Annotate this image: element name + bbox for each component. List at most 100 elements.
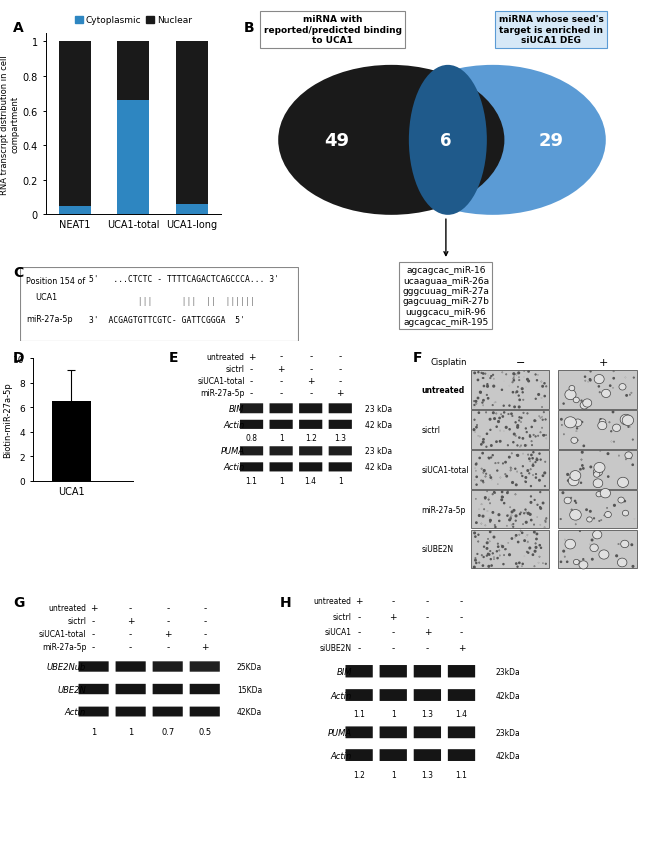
Text: -: -: [92, 642, 96, 652]
Text: 0.8: 0.8: [246, 433, 257, 442]
Circle shape: [479, 457, 480, 459]
Ellipse shape: [622, 415, 634, 426]
Text: 42kDa: 42kDa: [495, 750, 521, 760]
Circle shape: [508, 457, 510, 458]
Circle shape: [525, 510, 526, 511]
Text: 1.4: 1.4: [456, 709, 467, 718]
Circle shape: [483, 439, 484, 441]
Circle shape: [505, 427, 507, 429]
Text: -: -: [339, 352, 342, 361]
Circle shape: [530, 496, 532, 497]
Circle shape: [519, 514, 521, 515]
Circle shape: [478, 372, 479, 373]
Text: sictrl: sictrl: [421, 425, 441, 434]
Bar: [471, 530, 549, 569]
Circle shape: [488, 554, 489, 555]
Text: -: -: [166, 642, 169, 652]
Circle shape: [525, 522, 527, 523]
Circle shape: [474, 373, 475, 374]
FancyBboxPatch shape: [414, 690, 441, 701]
Circle shape: [563, 403, 564, 404]
Text: miR-27a-5p: miR-27a-5p: [421, 505, 466, 514]
FancyBboxPatch shape: [79, 706, 109, 717]
Text: PUMA: PUMA: [220, 446, 245, 456]
Text: |||      |||  ||  ||||||: ||| ||| || ||||||: [90, 297, 255, 306]
Circle shape: [475, 401, 476, 403]
Circle shape: [600, 419, 601, 420]
Bar: [176, 205, 208, 215]
Circle shape: [560, 561, 562, 563]
Circle shape: [491, 565, 492, 566]
Text: -: -: [166, 603, 169, 613]
Circle shape: [482, 565, 484, 566]
Text: -: -: [309, 365, 313, 373]
Circle shape: [583, 559, 584, 560]
FancyBboxPatch shape: [299, 463, 322, 472]
Bar: [471, 450, 549, 489]
Circle shape: [474, 537, 476, 538]
Circle shape: [519, 417, 520, 419]
Text: sictrl: sictrl: [333, 612, 352, 621]
Circle shape: [613, 378, 614, 380]
Circle shape: [612, 412, 614, 414]
Circle shape: [522, 476, 523, 477]
Ellipse shape: [618, 559, 627, 567]
Circle shape: [507, 492, 508, 494]
Circle shape: [486, 543, 488, 544]
Text: 1.1: 1.1: [353, 709, 365, 718]
Circle shape: [537, 505, 538, 506]
Circle shape: [486, 434, 488, 435]
Ellipse shape: [579, 561, 588, 570]
Text: -: -: [203, 616, 207, 625]
Circle shape: [561, 419, 562, 420]
FancyBboxPatch shape: [299, 403, 322, 414]
Text: G: G: [13, 595, 25, 609]
Circle shape: [476, 484, 477, 485]
Circle shape: [535, 547, 537, 549]
Text: 1: 1: [391, 709, 396, 718]
Text: 1.3: 1.3: [421, 771, 434, 779]
Circle shape: [513, 373, 515, 375]
Text: sictrl: sictrl: [226, 365, 245, 373]
Circle shape: [514, 434, 515, 436]
Circle shape: [590, 467, 592, 468]
Ellipse shape: [573, 560, 579, 565]
Text: 1: 1: [128, 727, 133, 736]
Ellipse shape: [623, 511, 629, 517]
Ellipse shape: [596, 492, 602, 497]
Circle shape: [567, 561, 568, 563]
Text: siUBE2N: siUBE2N: [421, 545, 454, 554]
Circle shape: [509, 406, 510, 407]
Circle shape: [583, 446, 584, 447]
Text: +: +: [278, 365, 285, 373]
Ellipse shape: [590, 544, 598, 552]
FancyBboxPatch shape: [346, 749, 373, 761]
Circle shape: [515, 563, 517, 565]
Circle shape: [540, 492, 541, 493]
Text: -: -: [203, 603, 207, 613]
Circle shape: [487, 386, 488, 387]
Ellipse shape: [380, 66, 606, 215]
Circle shape: [501, 496, 503, 498]
Circle shape: [539, 480, 540, 481]
Text: 23kDa: 23kDa: [495, 667, 521, 676]
Text: Actin: Actin: [331, 750, 352, 760]
Text: 1: 1: [279, 477, 283, 485]
FancyBboxPatch shape: [270, 420, 292, 430]
Circle shape: [480, 392, 481, 393]
Circle shape: [515, 484, 517, 486]
Text: 25KDa: 25KDa: [237, 663, 262, 671]
FancyBboxPatch shape: [79, 662, 109, 672]
Circle shape: [518, 407, 520, 408]
Bar: [117, 101, 150, 215]
Circle shape: [524, 540, 525, 542]
Circle shape: [517, 566, 518, 567]
Text: BIM: BIM: [229, 404, 245, 414]
Circle shape: [473, 430, 475, 431]
Circle shape: [489, 458, 490, 459]
FancyBboxPatch shape: [380, 727, 407, 738]
Text: 1.3: 1.3: [421, 709, 434, 718]
Text: 42 kDa: 42 kDa: [365, 463, 393, 472]
Circle shape: [518, 372, 519, 374]
Circle shape: [516, 392, 517, 393]
